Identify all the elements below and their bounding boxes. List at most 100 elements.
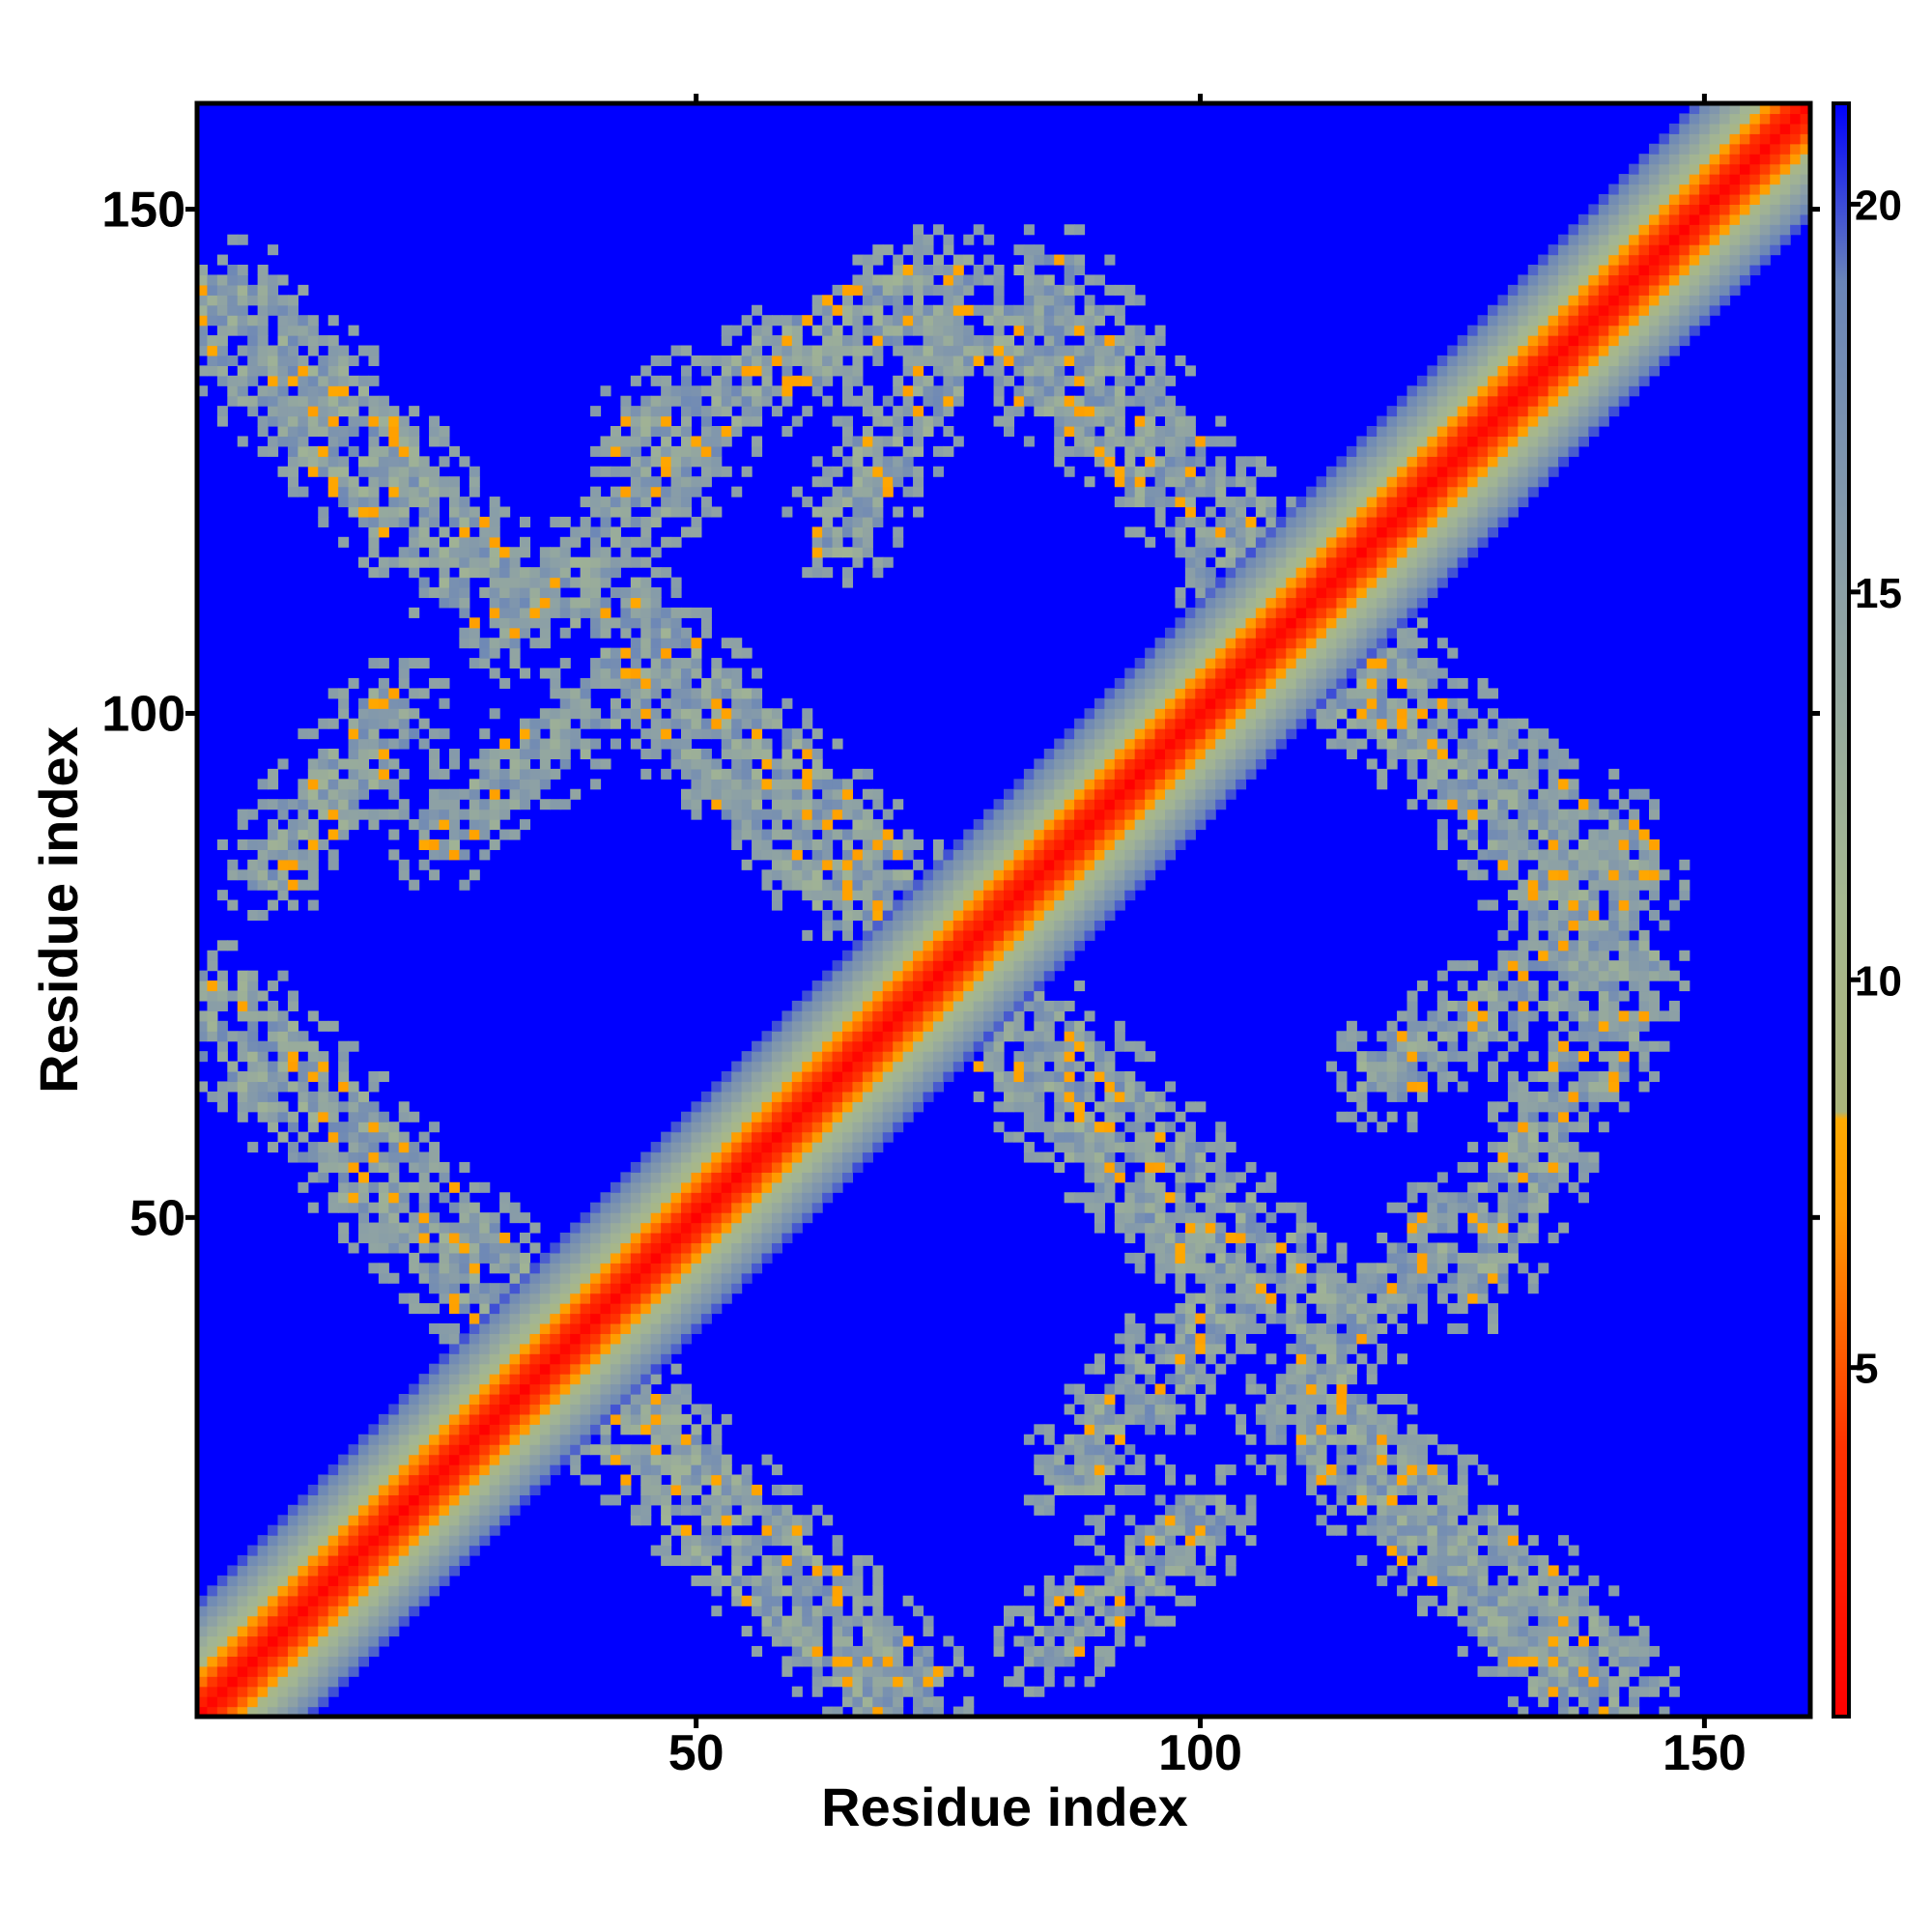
heatmap-cell: [378, 556, 389, 568]
heatmap-cell: [932, 395, 944, 407]
heatmap-cell: [731, 829, 743, 840]
heatmap-cell: [398, 768, 410, 780]
heatmap-cell: [1054, 355, 1065, 366]
heatmap-cell: [973, 265, 984, 276]
heatmap-cell: [943, 315, 954, 327]
heatmap-cell: [802, 567, 813, 579]
heatmap-cell: [610, 1293, 621, 1304]
heatmap-cell: [287, 838, 298, 850]
heatmap-cell: [711, 1151, 723, 1163]
heatmap-cell: [691, 1535, 702, 1547]
heatmap-cell: [327, 1122, 339, 1133]
heatmap-cell: [691, 1484, 702, 1495]
heatmap-cell: [469, 1504, 480, 1516]
heatmap-cell: [963, 890, 975, 901]
heatmap-cell: [398, 1233, 410, 1244]
heatmap-cell: [590, 1363, 602, 1375]
heatmap-cell: [650, 476, 662, 488]
heatmap-cell: [670, 1555, 682, 1567]
heatmap-cell: [661, 668, 672, 679]
heatmap-cell: [1074, 869, 1086, 881]
heatmap-cell: [923, 1706, 934, 1717]
heatmap-cell: [439, 426, 450, 438]
heatmap-cell: [771, 1040, 782, 1052]
heatmap-cell: [418, 536, 430, 548]
heatmap-cell: [932, 1676, 944, 1688]
heatmap-cell: [842, 1081, 854, 1093]
heatmap-cell: [741, 647, 753, 659]
heatmap-cell: [499, 506, 511, 518]
heatmap-cell: [429, 1383, 440, 1395]
heatmap-cell: [489, 1374, 500, 1385]
heatmap-cell: [913, 1051, 924, 1063]
heatmap-cell: [661, 1494, 672, 1506]
heatmap-cell: [398, 1454, 410, 1465]
heatmap-cell: [862, 910, 873, 922]
heatmap-cell: [539, 1374, 551, 1385]
heatmap-cell: [368, 1131, 380, 1143]
heatmap-cell: [963, 1031, 975, 1042]
heatmap-cell: [650, 1404, 662, 1415]
heatmap-cell: [469, 1494, 480, 1506]
heatmap-cell: [1094, 1626, 1105, 1637]
heatmap-cell: [650, 1293, 662, 1304]
heatmap-cell: [771, 799, 782, 810]
heatmap-cell: [368, 1504, 380, 1516]
heatmap-cell: [943, 335, 954, 347]
heatmap-cell: [741, 1151, 753, 1163]
heatmap-cell: [499, 1424, 511, 1435]
heatmap-cell: [459, 587, 470, 599]
heatmap-cell: [832, 1626, 843, 1637]
heatmap-cell: [348, 1535, 359, 1547]
heatmap-cell: [1043, 1020, 1055, 1032]
heatmap-cell: [1043, 295, 1055, 306]
heatmap-cell: [348, 445, 359, 457]
heatmap-cell: [600, 1222, 611, 1234]
heatmap-cell: [469, 476, 480, 488]
heatmap-cell: [842, 1131, 854, 1143]
heatmap-cell: [983, 920, 995, 931]
heatmap-cell: [822, 304, 834, 316]
heatmap-cell: [418, 859, 430, 870]
heatmap-cell: [893, 1040, 904, 1052]
heatmap-cell: [1013, 899, 1025, 911]
heatmap-cell: [268, 1040, 279, 1052]
heatmap-cell: [287, 990, 298, 1002]
heatmap-cell: [1064, 315, 1075, 327]
heatmap-cell: [338, 829, 350, 840]
heatmap-cell: [338, 1645, 350, 1657]
heatmap-cell: [479, 758, 491, 770]
heatmap-cell: [872, 920, 884, 931]
heatmap-cell: [398, 1615, 410, 1627]
heatmap-cell: [580, 526, 591, 538]
heatmap-cell: [1084, 1434, 1095, 1445]
heatmap-cell: [418, 1474, 430, 1486]
heatmap-cell: [640, 1413, 652, 1425]
heatmap-cell: [268, 849, 279, 861]
heatmap-cell: [469, 1263, 480, 1274]
heatmap-cell: [327, 476, 339, 488]
heatmap-cell: [580, 1303, 591, 1315]
heatmap-cell: [1013, 869, 1025, 881]
heatmap-cell: [731, 728, 743, 740]
heatmap-cell: [832, 890, 843, 901]
heatmap-cell: [348, 1161, 359, 1173]
heatmap-cell: [590, 1212, 602, 1224]
heatmap-cell: [610, 466, 621, 477]
heatmap-cell: [1043, 1676, 1055, 1688]
heatmap-cell: [388, 1404, 400, 1415]
heatmap-cell: [529, 788, 541, 800]
heatmap-cell: [298, 728, 309, 740]
heatmap-cell: [398, 1181, 410, 1193]
heatmap-cell: [761, 879, 773, 891]
heatmap-cell: [1004, 788, 1015, 800]
heatmap-cell: [811, 1192, 823, 1204]
heatmap-cell: [761, 758, 773, 770]
heatmap-cell: [681, 1555, 693, 1567]
heatmap-cell: [731, 1111, 743, 1122]
heatmap-cell: [630, 738, 641, 750]
heatmap-cell: [943, 1665, 954, 1677]
heatmap-cell: [348, 1101, 359, 1113]
heatmap-cell: [781, 879, 793, 891]
